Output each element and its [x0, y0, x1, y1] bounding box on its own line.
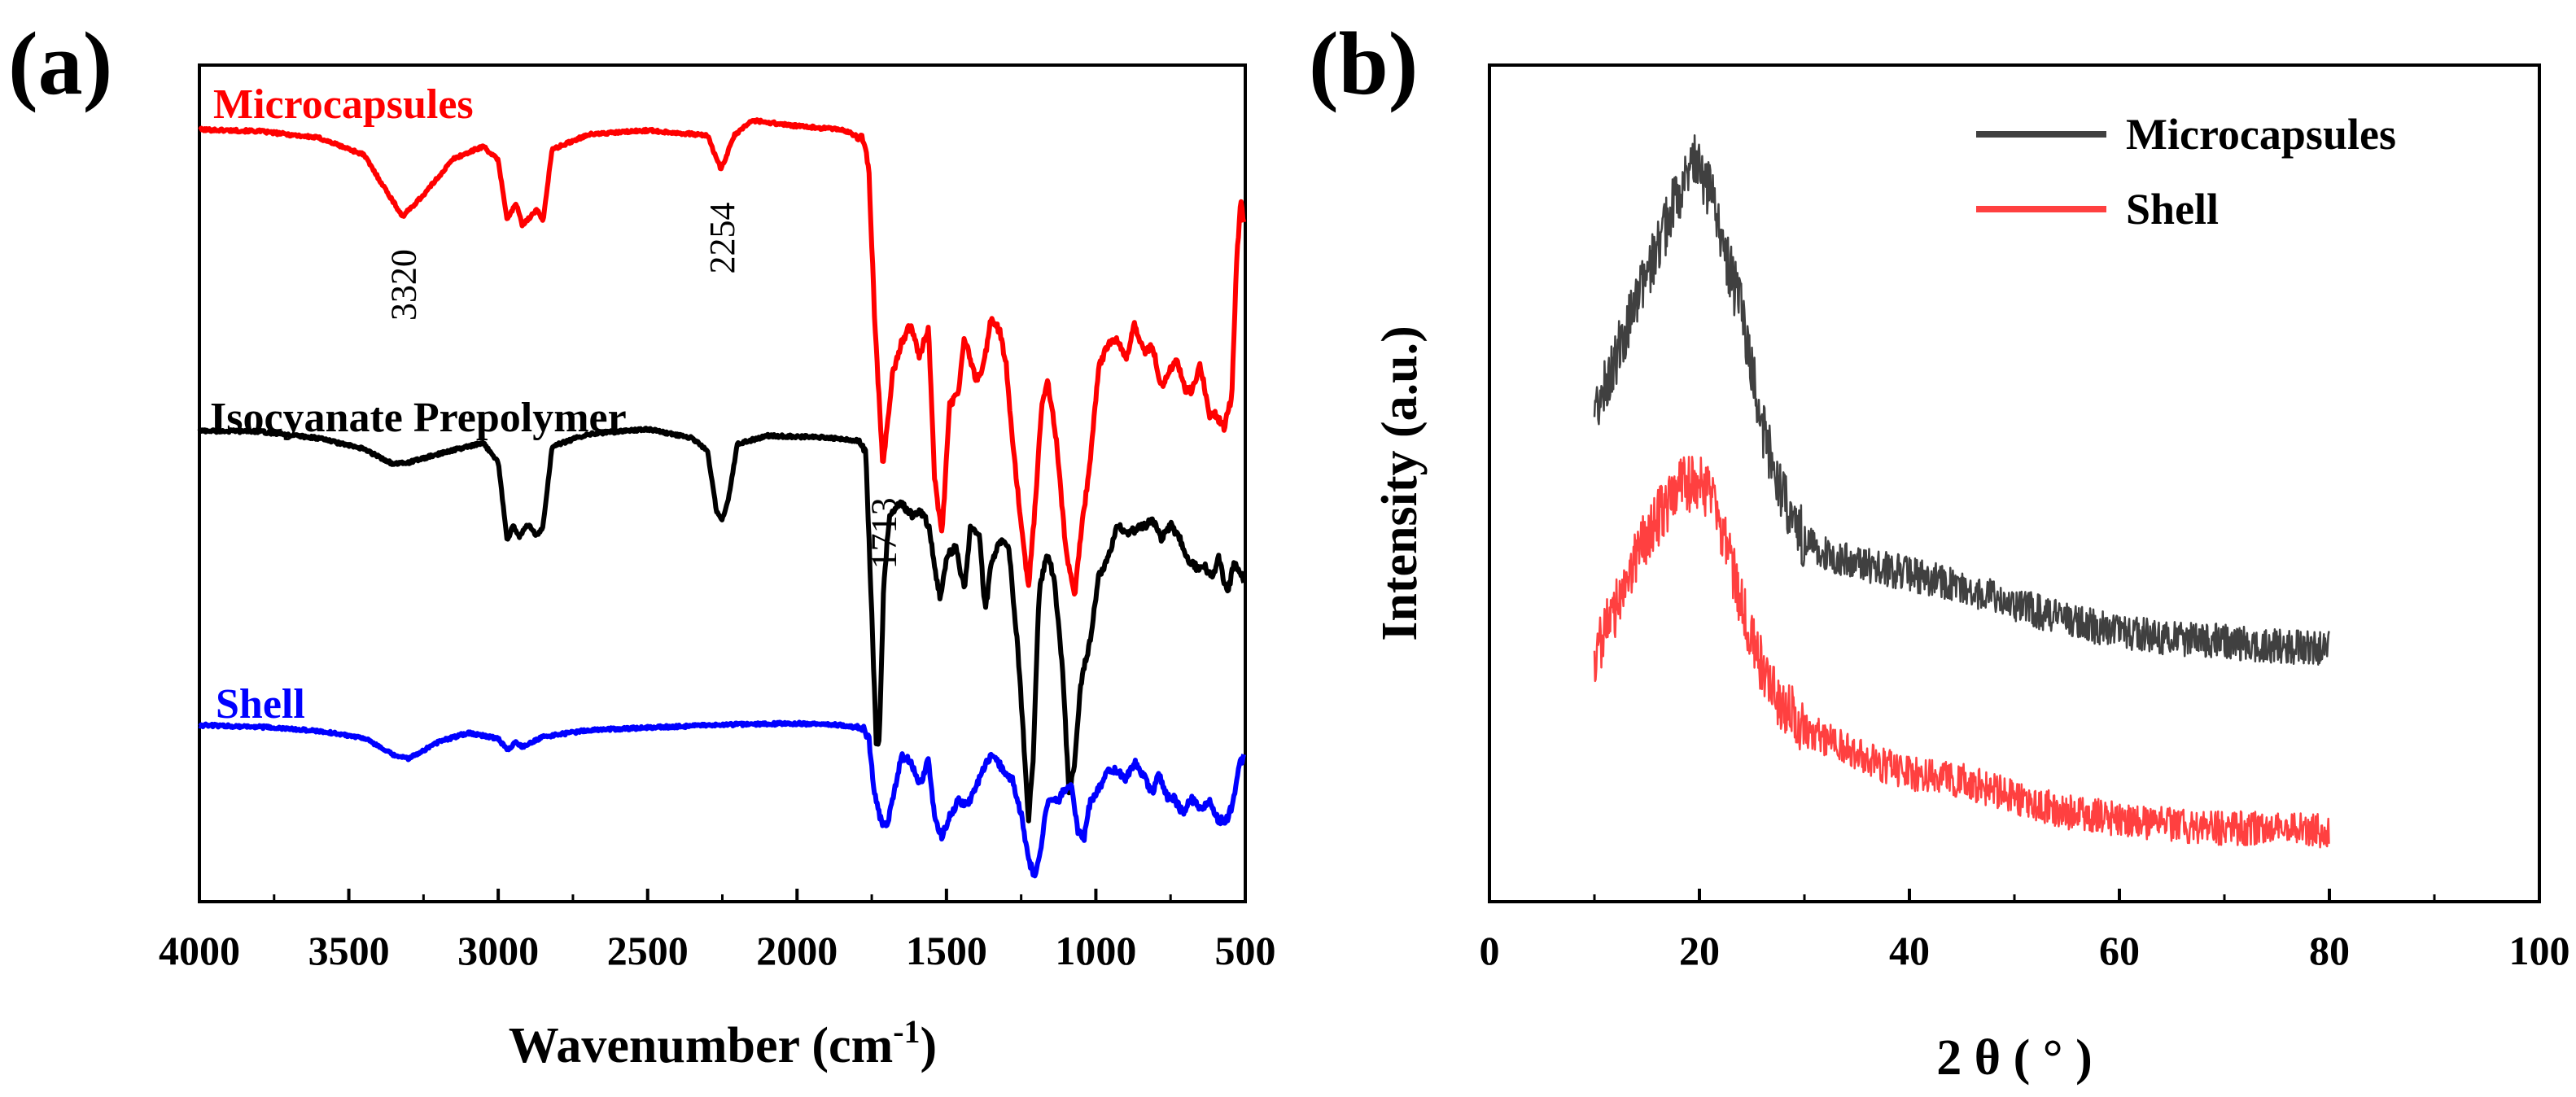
- ftir-x-axis-title-main: Wavenumber (cm: [509, 1018, 893, 1073]
- xrd-y-axis-title: Intensity (a.u.): [1372, 326, 1428, 641]
- ftir-series-group: Microcapsules Isocyanate Prepolymer Shell: [197, 81, 1247, 879]
- ftir-x-tick-label: 2000: [756, 928, 838, 973]
- xrd-panel: (b) 0 20 40 60 80 100 Microcapsules Shell 2 θ …: [1309, 14, 2570, 1086]
- ftir-series-line: [198, 117, 1247, 597]
- ftir-x-axis-title: Wavenumber (cm-1): [509, 1013, 937, 1073]
- ftir-series-label: Microcapsules: [213, 81, 474, 128]
- ftir-x-tick-label: 1000: [1055, 928, 1136, 973]
- xrd-plot-frame: [1488, 63, 2541, 903]
- xrd-x-tick-label: 80: [2309, 928, 2350, 973]
- ftir-panel: (a) 4000 3500 3000 2500 2000 1500 1000 500 Micr…: [8, 14, 1276, 1073]
- ftir-x-tick-label: 1500: [906, 928, 987, 973]
- ftir-series-label: Isocyanate Prepolymer: [210, 395, 627, 441]
- xrd-x-tick-label: 0: [1480, 928, 1500, 973]
- xrd-x-ticks: 0 20 40 60 80 100: [1480, 889, 2570, 973]
- xrd-legend-label: Microcapsules: [2126, 110, 2396, 159]
- xrd-series-group: [1593, 134, 2330, 849]
- ftir-peak-annotation: 2254: [702, 203, 742, 274]
- xrd-legend: Microcapsules Shell: [1976, 110, 2396, 234]
- xrd-series-line: [1593, 134, 2330, 666]
- panel-a-label: (a): [8, 14, 112, 113]
- xrd-x-tick-label: 20: [1679, 928, 1720, 973]
- ftir-x-tick-label: 3500: [308, 928, 390, 973]
- xrd-series-line: [1593, 456, 2330, 849]
- ftir-series-label: Shell: [216, 681, 305, 728]
- ftir-x-tick-label: 3000: [457, 928, 539, 973]
- xrd-x-tick-label: 100: [2509, 928, 2570, 973]
- ftir-x-axis-title-close: ): [921, 1018, 938, 1073]
- xrd-x-tick-label: 40: [1889, 928, 1930, 973]
- ftir-series-line: [198, 719, 1247, 879]
- xrd-x-tick-label: 60: [2099, 928, 2140, 973]
- xrd-legend-label: Shell: [2126, 185, 2219, 234]
- ftir-x-tick-label: 4000: [159, 928, 240, 973]
- ftir-x-ticks: 4000 3500 3000 2500 2000 1500 1000 500: [159, 889, 1276, 973]
- ftir-series-line: [197, 426, 1247, 824]
- panel-b-label: (b): [1309, 14, 1418, 113]
- ftir-annotations: 3320 2254 1713: [384, 203, 904, 570]
- ftir-peak-annotation: 3320: [384, 249, 424, 321]
- ftir-peak-annotation: 1713: [864, 497, 904, 569]
- xrd-x-axis-title: 2 θ ( ° ): [1936, 1030, 2092, 1086]
- ftir-x-axis-title-superscript: -1: [893, 1013, 920, 1050]
- ftir-x-tick-label: 2500: [607, 928, 689, 973]
- ftir-x-tick-label: 500: [1215, 928, 1276, 973]
